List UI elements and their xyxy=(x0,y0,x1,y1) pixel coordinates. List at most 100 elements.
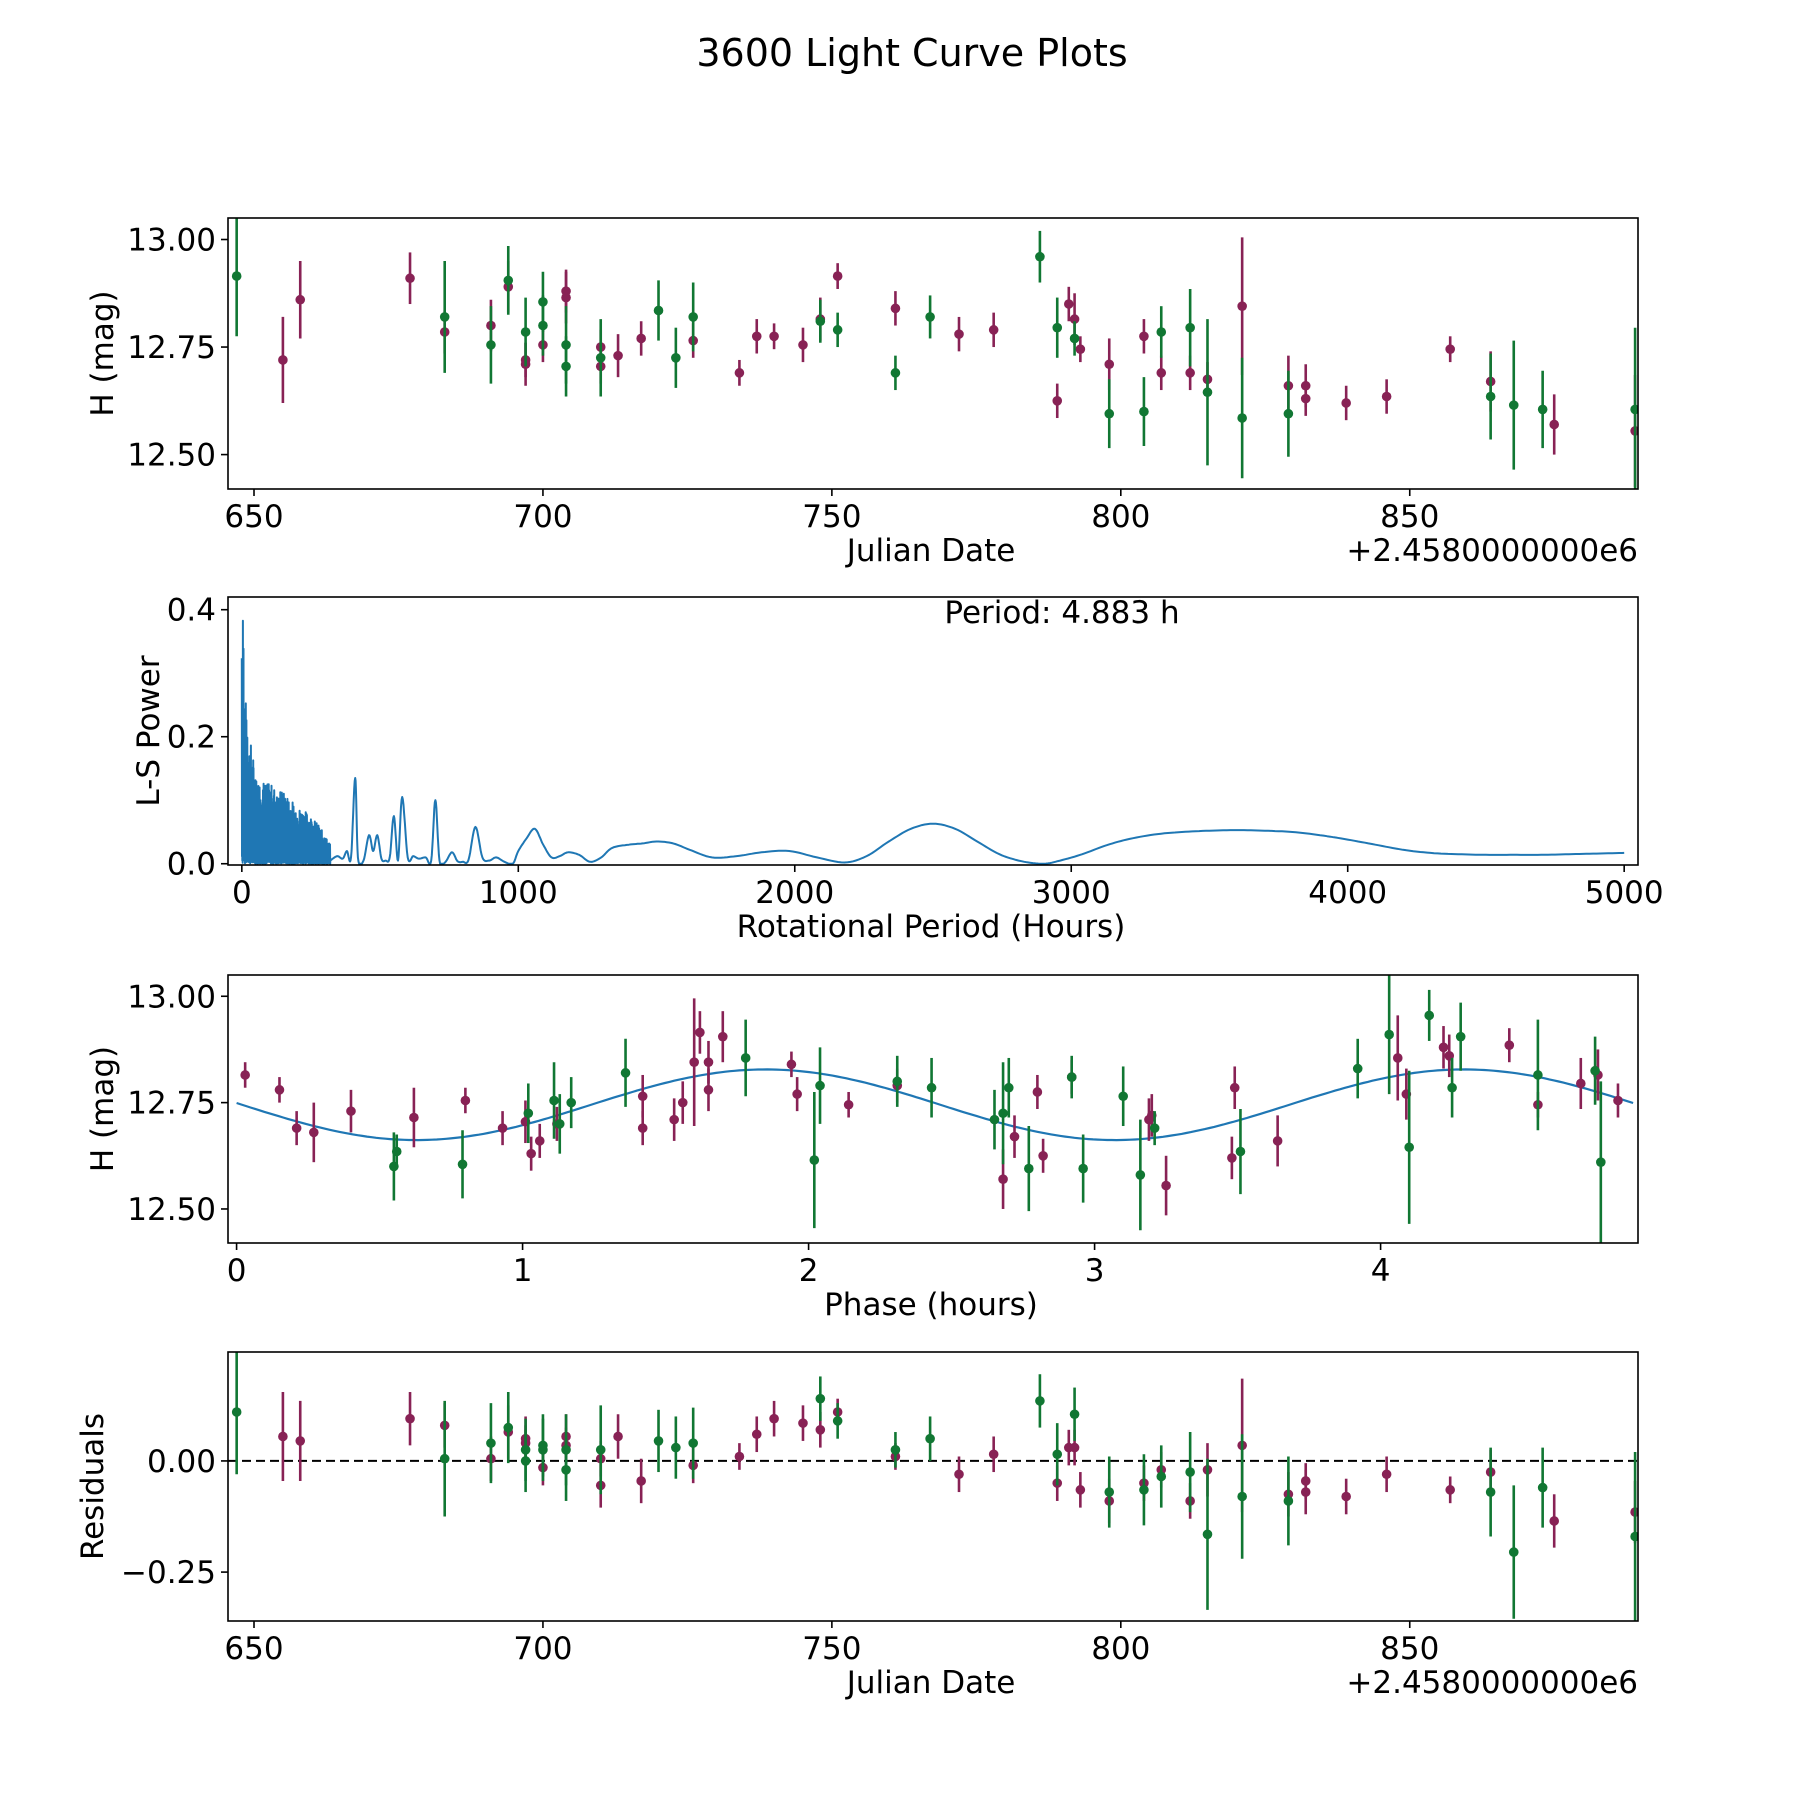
residuals-panel: 650 700 750 800 850 −0.25 0.00 Julian Date Re… xyxy=(75,1351,1639,1701)
data-point xyxy=(1104,359,1115,370)
data-point xyxy=(457,1159,468,1170)
data-point xyxy=(1596,1157,1606,1167)
data-point xyxy=(1455,1031,1466,1042)
data-point xyxy=(1445,1485,1455,1495)
data-point xyxy=(1237,301,1247,311)
data-point xyxy=(1149,1123,1160,1133)
data-point xyxy=(231,1407,242,1417)
phased-y-label: H (mag) xyxy=(85,1046,121,1172)
x-tick-label: 650 xyxy=(224,499,283,535)
data-point xyxy=(832,271,843,281)
y-tick-label: 12.75 xyxy=(127,330,216,366)
data-point xyxy=(832,325,843,335)
data-point xyxy=(231,271,242,281)
lightcurve-marks xyxy=(231,218,1638,489)
data-point xyxy=(671,353,681,363)
data-point xyxy=(925,312,935,322)
data-point xyxy=(1300,393,1311,404)
data-point xyxy=(1009,1131,1020,1142)
data-point xyxy=(815,1393,826,1404)
y-tick-label: 12.50 xyxy=(127,1192,216,1228)
data-point xyxy=(554,1119,565,1129)
y-tick-label: 0.0 xyxy=(167,847,216,883)
data-point xyxy=(613,350,623,361)
x-tick-label: 850 xyxy=(1380,1631,1439,1667)
series-filter-1 xyxy=(240,998,1623,1216)
data-point xyxy=(1235,1146,1246,1157)
data-point xyxy=(1533,1070,1543,1080)
data-point xyxy=(1381,1469,1392,1480)
data-point xyxy=(1549,1516,1560,1526)
data-point xyxy=(1352,1063,1363,1074)
residuals-y-ticks: −0.25 0.00 xyxy=(121,1444,228,1591)
data-point xyxy=(954,329,964,339)
data-point xyxy=(815,1425,826,1435)
data-point xyxy=(497,1123,508,1133)
data-point xyxy=(1032,1087,1043,1097)
y-tick-label: 12.50 xyxy=(127,438,216,474)
data-point xyxy=(1575,1078,1586,1089)
data-point xyxy=(291,1123,302,1133)
data-point xyxy=(561,292,571,303)
data-point xyxy=(240,1070,250,1080)
data-point xyxy=(1630,404,1638,415)
data-point xyxy=(1066,1072,1077,1082)
data-point xyxy=(309,1127,319,1138)
data-point xyxy=(486,1438,496,1448)
x-tick-label: 3000 xyxy=(1032,875,1111,911)
data-point xyxy=(346,1106,356,1116)
data-point xyxy=(1069,333,1080,344)
data-point xyxy=(1052,396,1063,406)
data-point xyxy=(669,1114,679,1125)
x-tick-label: 750 xyxy=(802,1631,861,1667)
residuals-x-label: Julian Date xyxy=(845,1665,1016,1701)
data-point xyxy=(1424,1010,1435,1021)
data-point xyxy=(295,1436,306,1446)
data-point xyxy=(809,1155,820,1165)
data-point xyxy=(1185,368,1195,378)
data-point xyxy=(613,1431,623,1442)
data-point xyxy=(998,1108,1008,1119)
data-point xyxy=(703,1057,714,1068)
data-point xyxy=(815,1080,825,1091)
data-point xyxy=(1139,406,1149,417)
data-point xyxy=(925,1433,935,1444)
data-point xyxy=(526,1148,536,1159)
data-point xyxy=(534,1136,545,1146)
data-point xyxy=(1202,1529,1213,1540)
data-point xyxy=(1069,1409,1080,1420)
data-point xyxy=(549,1095,559,1106)
series-filter-2 xyxy=(231,218,1638,489)
data-point xyxy=(890,303,901,314)
data-point xyxy=(892,1076,903,1087)
period-annotation: Period: 4.883 h xyxy=(944,595,1179,631)
y-tick-label: 0.00 xyxy=(147,1444,216,1480)
data-point xyxy=(1381,391,1392,402)
data-point xyxy=(786,1059,797,1070)
data-point xyxy=(1613,1095,1623,1106)
data-point xyxy=(1392,1053,1403,1063)
data-point xyxy=(1035,251,1045,262)
data-point xyxy=(1630,1531,1638,1542)
data-point xyxy=(1139,1485,1149,1495)
data-point xyxy=(751,1429,762,1440)
data-point xyxy=(1156,368,1167,378)
data-point xyxy=(1069,1442,1080,1453)
x-tick-label: 700 xyxy=(513,499,572,535)
phased-panel: 0 1 2 3 4 12.50 12.75 13.00 Phase (hours) H (m… xyxy=(85,974,1639,1323)
data-point xyxy=(792,1089,802,1099)
data-point xyxy=(1052,1449,1063,1460)
data-point xyxy=(1185,1467,1195,1477)
data-point xyxy=(1485,1487,1496,1497)
data-point xyxy=(815,316,826,327)
data-point xyxy=(637,1091,648,1102)
data-point xyxy=(689,1057,699,1068)
periodogram-panel: 0 1000 2000 3000 4000 5000 0.0 0.2 0.4 Rotation… xyxy=(131,593,1664,945)
lightcurve-y-ticks: 12.50 12.75 13.00 xyxy=(127,223,228,474)
data-point xyxy=(1504,1040,1515,1050)
data-point xyxy=(653,305,664,316)
data-point xyxy=(1118,1091,1128,1102)
data-point xyxy=(703,1085,714,1095)
data-point xyxy=(439,312,450,322)
